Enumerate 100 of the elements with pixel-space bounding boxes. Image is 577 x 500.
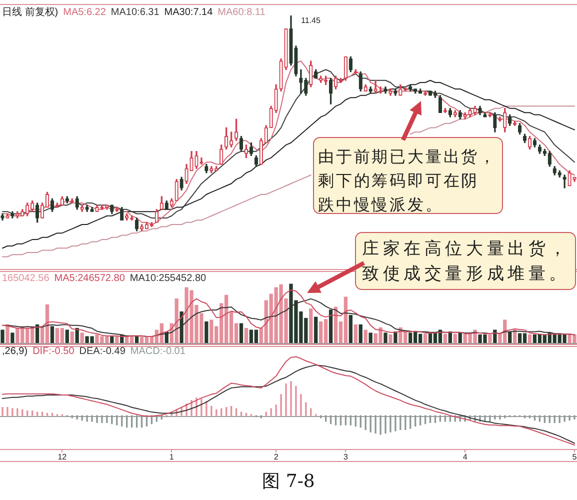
candlestick: [115, 206, 119, 212]
candlestick: [404, 86, 408, 92]
candlestick: [6, 213, 10, 218]
text: MA60:8.11: [218, 7, 266, 18]
candlestick: [438, 95, 442, 113]
candlestick: [95, 204, 99, 212]
candlestick: [478, 106, 482, 116]
candlestick: [374, 80, 378, 94]
candlestick: [214, 166, 218, 172]
candlestick: [0, 213, 4, 221]
x-tick-label: 12: [58, 452, 68, 462]
candlestick: [200, 157, 204, 165]
bar: [0, 330, 4, 343]
candlestick: [538, 144, 542, 154]
candlestick: [443, 108, 448, 113]
candlestick: [204, 164, 208, 174]
bar: [493, 330, 497, 343]
candlestick: [289, 16, 293, 66]
candlestick: [20, 209, 24, 216]
text: MA30:7.14: [164, 7, 213, 18]
candlestick: [328, 78, 333, 104]
bar: [110, 336, 114, 343]
candlestick: [552, 166, 556, 176]
bar: [239, 323, 244, 343]
candlestick: [130, 216, 134, 221]
candlestick: [120, 206, 124, 221]
candlestick: [154, 209, 159, 223]
candlestick: [210, 166, 214, 174]
candlestick: [269, 106, 273, 128]
candlestick: [284, 28, 288, 70]
candlestick: [483, 112, 487, 118]
candlestick: [50, 198, 54, 212]
text: DIF:-0.50: [32, 346, 74, 357]
text: MA10:255452.80: [130, 273, 206, 284]
candlestick: [468, 108, 472, 118]
candlestick: [448, 108, 452, 118]
bar: [314, 316, 318, 343]
annotation: 11.45: [301, 16, 320, 25]
x-tick-label: 2: [274, 452, 279, 462]
candlestick: [378, 86, 382, 94]
candlestick: [384, 86, 388, 94]
x-tick-label: 3: [343, 452, 348, 462]
candlestick: [274, 84, 278, 113]
candlestick: [249, 142, 254, 156]
candlestick: [85, 204, 89, 212]
candlestick: [309, 60, 313, 88]
candlestick: [548, 151, 552, 167]
candlestick: [294, 46, 298, 76]
candlestick: [239, 136, 244, 152]
candlestick: [364, 84, 368, 92]
bar: [394, 331, 398, 343]
bar: [358, 324, 362, 343]
candlestick: [518, 123, 522, 134]
candlestick: [194, 151, 198, 169]
candlestick: [184, 164, 188, 184]
candlestick: [368, 86, 372, 94]
candlestick: [160, 196, 164, 210]
candlestick: [190, 151, 194, 172]
candlestick: [35, 202, 40, 223]
bar: [368, 332, 372, 343]
x-tick-label: 5: [572, 452, 577, 462]
text: MA5:246572.80: [54, 273, 125, 284]
candlestick: [244, 144, 248, 158]
candlestick: [522, 134, 527, 144]
text: MA10:6.31: [110, 7, 160, 18]
candlestick: [180, 176, 184, 190]
bar: [384, 332, 388, 343]
candlestick: [558, 170, 562, 178]
candlestick: [344, 56, 348, 81]
candlestick: [568, 170, 572, 186]
chart-title: ,26,9): [2, 346, 28, 357]
candlestick: [488, 112, 492, 118]
candlestick: [279, 58, 283, 92]
chart-title: 日线 前复权): [2, 7, 58, 18]
bar: [204, 321, 208, 343]
x-tick-label: 1: [169, 452, 174, 462]
candlestick: [164, 200, 168, 210]
x-tick-label: 4: [462, 452, 468, 462]
candlestick: [458, 110, 462, 120]
annotation: 庄家在高位大量出货，致使成交量形成堆量。: [355, 232, 576, 290]
candlestick: [348, 56, 353, 72]
candlestick: [473, 106, 477, 116]
caption: 图 7-8: [261, 471, 316, 493]
candlestick: [125, 213, 129, 221]
candlestick: [493, 112, 497, 132]
annotation: 由于前期已大量出货，剩下的筹码即可在阴跌中慢慢派发。: [313, 137, 503, 214]
candlestick: [463, 112, 467, 120]
candlestick: [234, 118, 238, 141]
text: MACD:-0.01: [130, 346, 186, 357]
candlestick: [528, 136, 532, 150]
candlestick: [304, 78, 308, 96]
candlestick: [398, 84, 402, 96]
candlestick: [170, 198, 174, 208]
candlestick: [358, 71, 362, 92]
text: DEA:-0.49: [79, 346, 126, 357]
candlestick: [80, 204, 84, 212]
text: MA5:6.22: [63, 7, 106, 18]
candlestick: [100, 204, 104, 210]
text: 165042.56: [2, 273, 50, 284]
candlestick: [174, 178, 178, 202]
